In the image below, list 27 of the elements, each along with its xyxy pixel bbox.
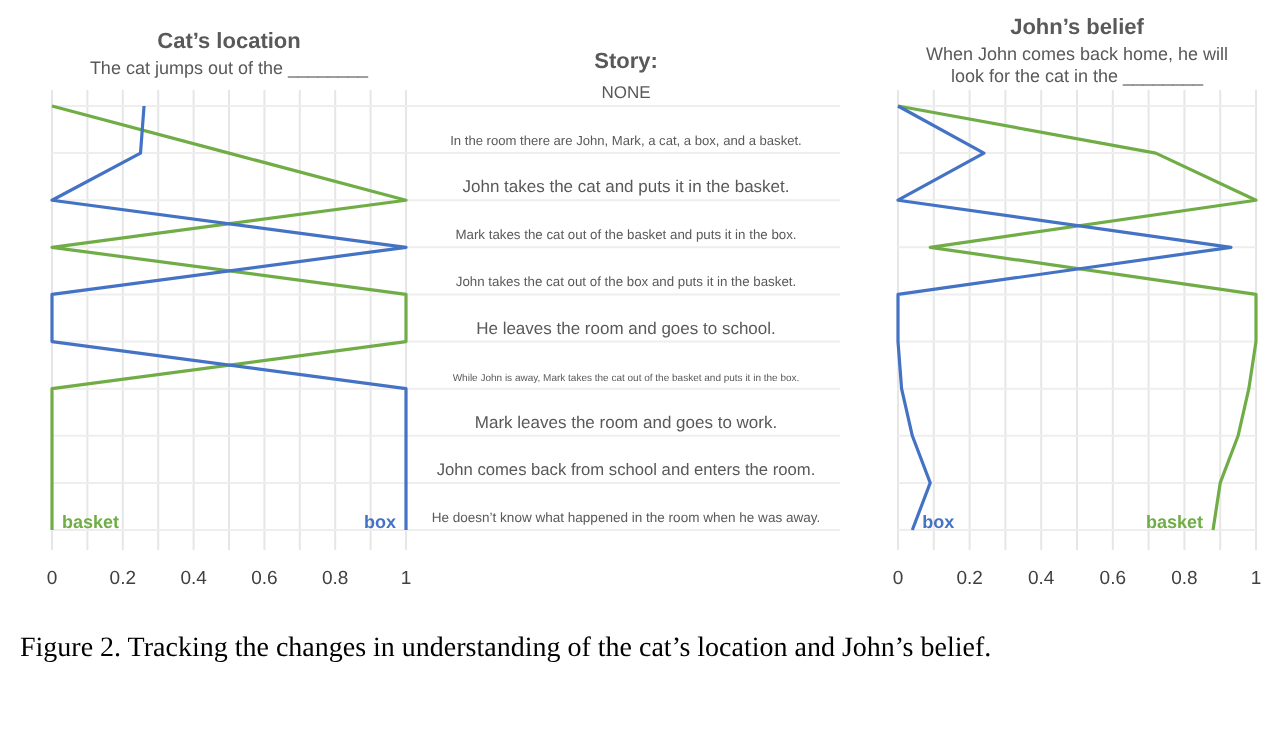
x-tick-label: 0.2 (956, 568, 983, 590)
caption: Figure 2. Tracking the changes in understanding of the cat’s location and John’s belief. (20, 634, 992, 664)
y-tick-label: He leaves the room and goes to school. (476, 317, 776, 338)
chart-subtitle: When John comes back home, he will look for the cat in the ________ (925, 44, 1229, 86)
series-label: basket (1145, 512, 1204, 532)
x-tick-label: 0 (892, 568, 904, 590)
series-label: box (363, 512, 396, 532)
y-tick-label: Mark leaves the room and goes to work. (474, 411, 778, 432)
x-tick-label: 0.4 (1027, 568, 1055, 590)
y-tick-label: John takes the cat and puts it in the basket. (462, 176, 790, 197)
series-label: box (922, 512, 955, 532)
x-tick-label: 0.8 (321, 568, 349, 590)
chart-subtitle: The cat jumps out of the ________ (89, 58, 371, 78)
series-label: basket (62, 512, 120, 532)
y-tick-label: John comes back from school and enters the room. (436, 458, 816, 479)
y-axis-title: Story: (594, 50, 658, 74)
y-tick-label: NONE (601, 82, 652, 102)
x-tick-label: 1 (1250, 568, 1262, 590)
chart-title: John’s belief (1010, 16, 1145, 40)
x-tick-label: 0.8 (1171, 568, 1198, 590)
chart-title: Cat’s location (157, 30, 302, 54)
x-tick-label: 0.6 (251, 568, 278, 590)
x-tick-label: 0.2 (109, 568, 137, 590)
x-tick-label: 0 (46, 568, 58, 590)
x-tick-label: 0.6 (1099, 568, 1127, 590)
x-tick-label: 1 (400, 568, 412, 590)
x-tick-label: 0.4 (180, 568, 207, 590)
